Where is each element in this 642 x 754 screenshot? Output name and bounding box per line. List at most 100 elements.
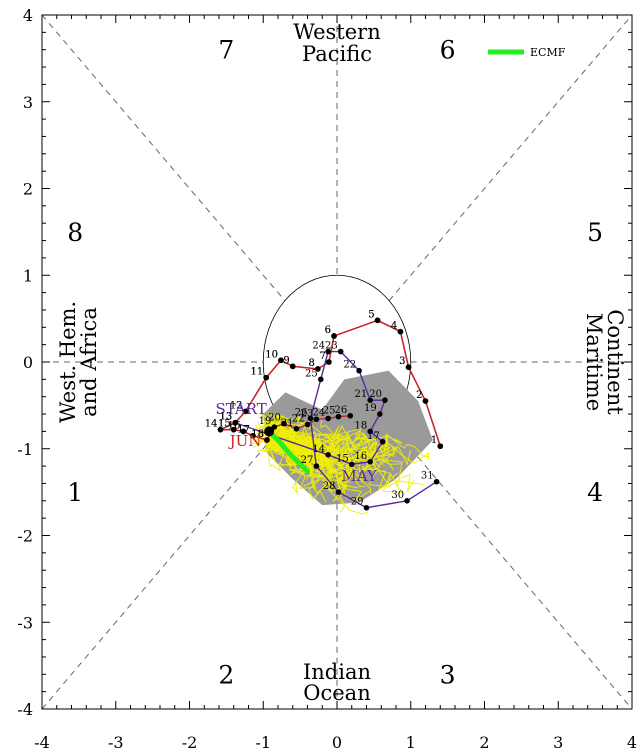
x-tick-label: 4 [627,733,637,752]
observed-purple-point [356,367,362,374]
observed-red-b-point [278,357,284,364]
observed-purple-day-label: 26 [295,407,308,418]
observed-red-b-point [217,426,224,433]
y-tick-label: -2 [17,527,33,546]
observed-red-b-point [250,432,256,439]
ensemble-mean-start-point [264,426,275,437]
observed-purple-point [367,428,373,435]
region-top-line-1: Western [293,20,381,44]
observed-purple-point [317,376,324,383]
region-left-line-1: West. Hem. [56,301,80,423]
observed-red-a-point [347,412,354,419]
observed-red-b-day-label: 7 [320,351,326,362]
observed-purple-day-label: 28 [323,481,336,492]
observed-red-b-day-label: 15 [218,419,231,430]
x-tick-label: 1 [406,733,416,752]
observed-red-a-day-label: 19 [259,416,272,427]
observed-red-b-day-label: 16 [228,420,241,431]
observed-red-a-point [313,416,320,423]
observed-red-b-day-label: 3 [399,356,405,367]
observed-purple-point [335,489,342,495]
ensemble-member-line [275,415,429,458]
observed-red-b-point [242,408,249,415]
observed-purple-day-label: 22 [343,360,356,371]
guide-diagonal-bottom-left [41,423,286,710]
x-tick-label: 2 [479,733,489,752]
observed-red-b-day-label: 14 [205,419,218,430]
observed-red-b-day-label: 18 [251,429,264,440]
observed-purple-point [382,397,388,403]
x-tick-label: -2 [182,733,198,752]
observed-purple-point [379,439,386,445]
observed-red-a-day-label: 13 [219,412,232,423]
region-top-line-2: Pacific [302,42,372,66]
observed-purple-day-label: 18 [354,420,367,431]
observed-red-b-point [397,328,404,335]
observed-red-b-day-label: 2 [416,390,422,401]
phase-4-label: 4 [587,478,603,507]
phase-7-label: 7 [218,36,234,65]
observed-red-b-point [437,443,444,449]
observed-red-a-day-label: 17 [237,425,250,436]
legend-label: ECMF [530,46,566,59]
phase-1-label: 1 [67,478,83,507]
month-label-may: MAY [341,467,378,485]
observed-red-b-point [263,374,270,381]
observed-red-a-day-label: 26 [335,405,348,416]
observed-red-b-day-label: 11 [250,367,263,378]
y-tick-label: 2 [23,180,33,199]
guide-diagonal-bottom-right [388,423,633,710]
observed-red-b-point [405,364,412,371]
observed-red-b-day-label: 12 [230,400,243,411]
y-tick-label: 0 [23,353,33,372]
x-tick-label: 3 [553,733,563,752]
observed-purple-day-label: 27 [301,455,314,466]
observed-purple-day-label: 25 [305,368,318,379]
observed-purple-day-label: 15 [336,453,349,464]
observed-red-b-point [315,366,321,372]
phase-8-label: 8 [67,218,83,247]
observed-red-b-point [264,437,270,443]
observed-red-a-day-label: 8 [308,358,314,369]
observed-red-b-point [374,317,381,324]
observed-red-b-point [230,426,237,433]
region-right-line-2: Continent [603,309,627,415]
observed-red-b-day-label: 9 [283,355,289,366]
observed-red-a-day-label: 3 [399,356,405,367]
observed-purple-day-label: 17 [367,431,380,442]
observed-red-b-point [240,428,247,435]
observed-purple-day-label: 16 [354,451,367,462]
observed-red-b-day-label: 17 [237,425,250,436]
observed-purple-day-label: 30 [391,490,404,501]
y-tick-label: 3 [23,93,33,112]
guide-diagonal-top-right [388,14,633,301]
observed-red-a-day-label: 16 [228,420,241,431]
observed-purple-day-label: 29 [351,497,364,508]
observed-red-a-day-label: 10 [265,349,278,360]
observed-red-a-day-label: 9 [283,355,289,366]
observed-purple-point [348,461,355,468]
observed-red-a-day-label: 24 [312,407,325,418]
ensemble-member-line [262,426,398,457]
month-label-start: START [215,400,266,418]
observed-purple-point [404,498,410,504]
observed-red-a-point [293,425,300,432]
observed-purple-day-label: 31 [421,471,434,482]
x-tick-label: -3 [108,733,124,752]
observed-red-a-day-label: 12 [230,400,243,411]
y-tick-label: 4 [23,6,33,25]
observed-purple-day-label: 13 [219,412,232,423]
ensemble-member-line [251,434,316,491]
observed-purple-point [325,348,331,355]
ensemble-member-line [271,436,355,482]
observed-red-a-day-label: 21 [281,418,294,429]
observed-red-a-day-label: 20 [268,413,281,424]
observed-red-a-day-label: 4 [391,321,397,332]
x-tick-label: -4 [34,733,50,752]
ensemble-mean-line [266,428,310,474]
observed-red-a-day-label: 6 [325,325,331,336]
observed-red-b-day-label: 1 [431,435,437,446]
